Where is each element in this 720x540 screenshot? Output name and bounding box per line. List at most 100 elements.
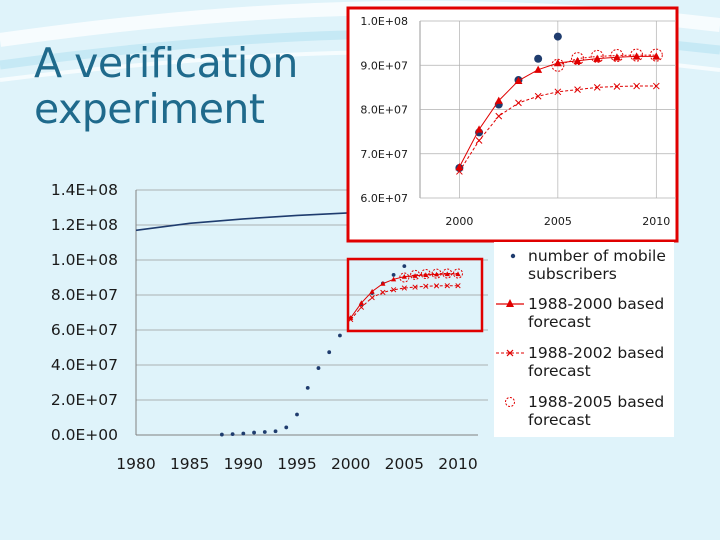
subscriber-point <box>284 425 289 430</box>
forecast-2002-point <box>633 82 640 90</box>
main-chart-y-tick-labels: 0.0E+00 2.0E+07 4.0E+07 6.0E+07 8.0E+07 1.0E+… <box>51 181 118 444</box>
slide-title: A verification experiment <box>34 39 298 133</box>
y-tick-label: 8.0E+07 <box>51 286 118 304</box>
x-tick-label: 1980 <box>116 455 155 473</box>
forecast-2000-point <box>593 54 602 62</box>
forecast-2000-point <box>412 273 418 278</box>
subscriber-point <box>391 273 396 277</box>
forecast-2000-point <box>573 56 582 65</box>
forecast-line <box>350 285 458 320</box>
forecast-2002-point <box>433 283 440 289</box>
x-tick-label: 2005 <box>544 215 572 228</box>
x-tick-label: 2000 <box>445 215 473 228</box>
forecast-2002-point <box>456 168 463 175</box>
subscriber-point <box>241 431 246 436</box>
y-tick-label: 9.0E+07 <box>360 59 408 72</box>
forecast-2000-point <box>514 76 523 84</box>
forecast-2002-point <box>423 283 429 289</box>
forecast-2002-point <box>613 83 621 90</box>
forecast-2005-point <box>442 268 453 279</box>
x-tick-label: 1985 <box>170 455 209 473</box>
forecast-2005-point <box>420 269 431 279</box>
forecast-2005-point <box>399 272 410 283</box>
forecast-2002-point <box>554 88 562 96</box>
forecast-2005-point <box>431 268 442 279</box>
subscriber-point <box>327 350 332 355</box>
subscriber-point <box>305 386 310 390</box>
x-tick-label: 1990 <box>224 455 263 473</box>
forecast-2002-point <box>574 86 581 93</box>
forecast-2002-point <box>515 99 522 107</box>
forecast-2002-point <box>390 287 397 293</box>
inset-chart-y-tick-labels: 6.0E+07 7.0E+07 8.0E+07 9.0E+07 1.0E+08 <box>360 15 408 205</box>
subscriber-point <box>273 429 278 434</box>
forecast-line <box>557 54 657 66</box>
forecast-2005-point <box>551 58 565 72</box>
y-tick-label: 0.0E+00 <box>51 426 118 444</box>
inset-chart-series <box>455 32 663 175</box>
forecast-2000-point <box>455 163 464 171</box>
x-tick-label: 2005 <box>385 455 424 473</box>
y-tick-label: 8.0E+07 <box>360 104 408 117</box>
legend-item-forecast-2000: 1988-2000 based forecast <box>496 295 674 331</box>
forecast-2000-point <box>369 288 375 294</box>
forecast-2002-point <box>455 283 461 289</box>
y-tick-label: 1.2E+08 <box>51 216 118 234</box>
forecast-2000-point <box>391 276 397 282</box>
forecast-2005-point <box>453 268 463 279</box>
x-tick-label: 2000 <box>331 455 370 473</box>
forecast-2002-point <box>369 294 375 301</box>
subscriber-point <box>262 430 267 434</box>
subscriber-point <box>316 366 321 370</box>
forecast-2005-point <box>571 52 585 66</box>
forecast-2005-point <box>610 49 624 63</box>
forecast-2002-point <box>380 289 386 296</box>
legend-label: 1988-2000 based forecast <box>528 295 665 331</box>
forecast-2005-point <box>590 49 604 63</box>
forecast-2000-point <box>494 96 503 104</box>
forecast-2005-point <box>649 48 663 62</box>
y-tick-label: 1.0E+08 <box>360 15 408 28</box>
legend-label: 1988-2002 based forecast <box>528 344 665 380</box>
forecast-2002-point <box>652 82 660 90</box>
forecast-2002-point <box>444 283 450 289</box>
subscriber-point <box>219 432 224 437</box>
forecast-line <box>404 273 458 278</box>
forecast-2002-point <box>412 284 418 290</box>
y-tick-label: 6.0E+07 <box>51 321 118 339</box>
x-line-marker-icon <box>496 349 524 357</box>
forecast-2002-point <box>534 92 542 100</box>
triangle-line-marker-icon <box>496 299 524 307</box>
forecast-2000-point <box>553 59 562 67</box>
forecast-2000-point <box>380 281 386 286</box>
dot-marker-icon <box>510 253 516 259</box>
legend-label: number of mobile subscribers <box>528 247 666 283</box>
y-tick-label: 1.0E+08 <box>51 251 118 269</box>
y-tick-label: 6.0E+07 <box>360 192 408 205</box>
x-tick-label: 2010 <box>438 455 477 473</box>
x-tick-label: 1995 <box>277 455 316 473</box>
forecast-2002-point <box>495 112 503 120</box>
y-tick-label: 4.0E+07 <box>51 356 118 374</box>
forecast-2000-point <box>423 272 429 277</box>
forecast-2002-point <box>593 84 601 91</box>
subscriber-point <box>534 54 543 63</box>
subscriber-point <box>252 430 256 435</box>
subscriber-point <box>402 264 407 269</box>
forecast-2000-point <box>475 125 484 133</box>
forecast-2000-point <box>632 52 641 60</box>
legend-item-forecast-2002: 1988-2002 based forecast <box>496 344 674 380</box>
forecast-2002-point <box>401 285 407 291</box>
main-chart-x-tick-labels: 1980 1985 1990 1995 2000 2005 2010 <box>116 455 477 473</box>
zoom-region-box <box>346 257 484 333</box>
forecast-2000-point <box>358 300 364 305</box>
subscriber-point <box>553 32 562 41</box>
y-tick-label: 2.0E+07 <box>51 391 118 409</box>
y-tick-label: 1.4E+08 <box>51 181 118 199</box>
subscriber-point <box>338 333 342 338</box>
subscriber-point <box>295 412 299 417</box>
legend-item-subscribers: number of mobile subscribers <box>510 247 674 283</box>
forecast-2000-point <box>652 52 661 60</box>
forecast-2002-point <box>475 137 483 144</box>
forecast-2005-point <box>630 48 644 62</box>
